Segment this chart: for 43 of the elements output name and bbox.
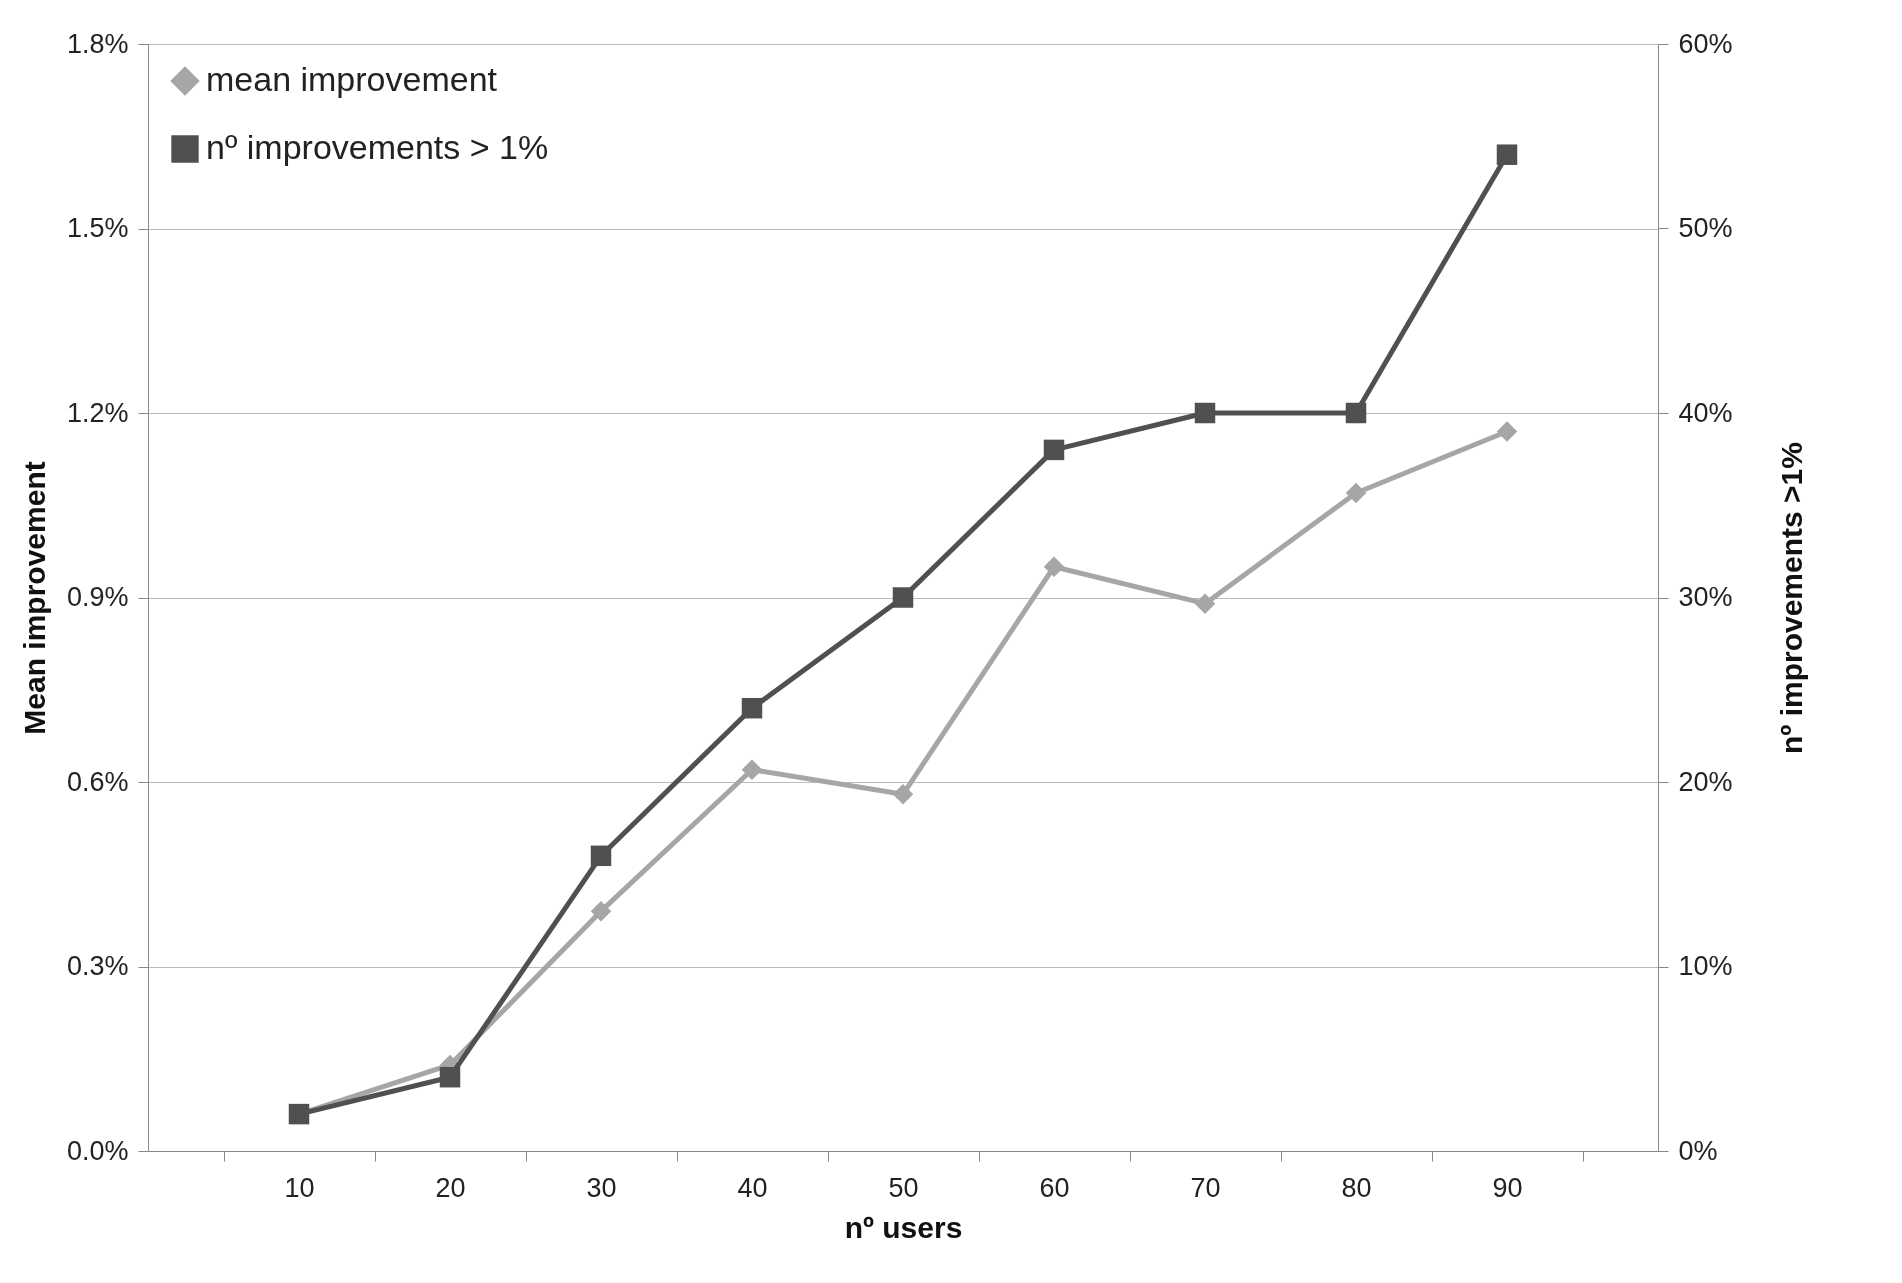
point [1345,482,1367,504]
y-tick-label: 0.9% [66,582,129,612]
y2-tick-label: 0% [1678,1135,1718,1166]
legend-label: nº improvements > 1% [206,128,549,166]
x-tick-label: 30 [586,1172,617,1203]
x-tick-label: 60 [1039,1172,1070,1203]
x-tick-label: 70 [1190,1172,1221,1203]
y2-tick-label: 50% [1678,213,1733,243]
y-tick-label: 0.0% [66,1135,129,1166]
y2-tick-label: 10% [1678,951,1733,981]
y-tick-label: 0.3% [66,951,129,981]
y2-tick-label: 30% [1678,582,1733,612]
y-axis-title: Mean improvement [17,461,51,735]
legend-label: mean improvement [206,60,498,98]
y2-tick-label: 20% [1678,766,1733,797]
point [590,900,612,922]
point [892,784,914,805]
point [1043,556,1065,577]
x-tick-label: 40 [737,1172,768,1203]
point [741,759,763,780]
x-tick-label: 10 [284,1172,315,1203]
y-tick-label: 1.2% [66,397,129,428]
point [1496,421,1518,442]
y-tick-label: 1.5% [66,213,129,243]
point [892,587,914,608]
x-tick-label: 90 [1492,1172,1523,1203]
y2-tick-label: 60% [1678,28,1733,59]
point [1043,439,1065,461]
y2-axis-title: nº improvements >1% [1774,442,1808,754]
point [1194,402,1216,424]
x-tick-label: 50 [888,1172,919,1203]
y-tick-label: 1.8% [66,28,129,59]
y-tick-label: 0.6% [66,766,129,797]
x-tick-label: 80 [1341,1172,1372,1203]
point [1345,402,1367,424]
point [1194,593,1216,614]
point [1496,144,1518,165]
y2-tick-label: 40% [1678,397,1733,428]
point [741,697,763,719]
point [439,1066,461,1088]
x-axis-title: nº users [844,1210,963,1244]
point [590,845,612,867]
x-tick-label: 20 [435,1172,466,1203]
